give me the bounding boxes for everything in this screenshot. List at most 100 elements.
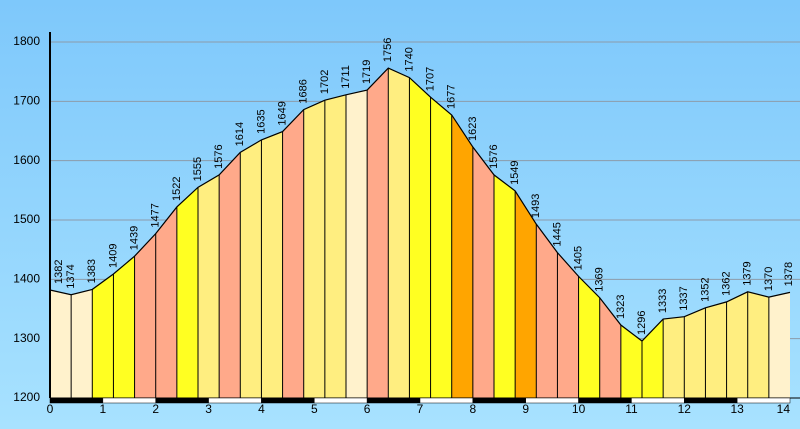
x-tick-label: 0 bbox=[47, 402, 54, 416]
x-tick-label: 8 bbox=[470, 402, 477, 416]
elevation-label: 1362 bbox=[720, 271, 732, 295]
x-tick-label: 10 bbox=[572, 402, 586, 416]
elevation-label: 1702 bbox=[319, 70, 331, 94]
y-axis-ticks: 1200 1300 1400 1500 1600 1700 1800 bbox=[13, 34, 40, 404]
elevation-label: 1445 bbox=[551, 222, 563, 246]
y-tick-label: 1500 bbox=[13, 212, 40, 226]
profile-segment bbox=[642, 319, 664, 398]
profile-segment bbox=[176, 187, 198, 398]
scale-bar-segment bbox=[208, 397, 262, 404]
x-tick-label: 11 bbox=[625, 402, 638, 416]
y-tick-label: 1200 bbox=[13, 390, 40, 404]
profile-segment bbox=[261, 131, 283, 399]
profile-segment bbox=[134, 233, 156, 398]
y-tick-label: 1600 bbox=[13, 153, 40, 167]
y-tick-label: 1700 bbox=[13, 94, 40, 108]
distance-scale-bar bbox=[49, 397, 791, 404]
y-tick-label: 1300 bbox=[13, 331, 40, 345]
profile-segment bbox=[198, 174, 220, 398]
profile-segment bbox=[430, 97, 452, 399]
elevation-label: 1383 bbox=[86, 259, 98, 283]
profile-segment bbox=[578, 276, 600, 398]
profile-segment bbox=[71, 289, 93, 398]
elevation-label: 1323 bbox=[615, 295, 627, 319]
elevation-label: 1378 bbox=[783, 262, 795, 286]
profile-outline bbox=[49, 67, 791, 342]
profile-segment bbox=[705, 301, 727, 398]
scale-bar-segment bbox=[736, 397, 791, 404]
elevation-label: 1370 bbox=[763, 267, 775, 291]
profile-segment bbox=[557, 252, 579, 398]
scale-bar-segment bbox=[631, 397, 685, 404]
x-tick-label: 3 bbox=[205, 402, 212, 416]
x-tick-label: 7 bbox=[417, 402, 424, 416]
profile-segment bbox=[536, 224, 558, 398]
profile-segment bbox=[663, 316, 685, 398]
scale-bar-segment bbox=[525, 397, 579, 404]
profile-segment bbox=[219, 152, 241, 398]
scale-bar-segment bbox=[578, 397, 632, 404]
y-tick-label: 1400 bbox=[13, 272, 40, 286]
elevation-label: 1635 bbox=[255, 109, 267, 133]
elevation-label: 1576 bbox=[488, 144, 500, 168]
elevation-label: 1405 bbox=[572, 246, 584, 270]
elevation-label: 1686 bbox=[298, 79, 310, 103]
elevation-label: 1477 bbox=[150, 203, 162, 227]
scale-bar-segment bbox=[366, 397, 421, 404]
elevation-label: 1711 bbox=[340, 65, 352, 89]
elevation-label: 1409 bbox=[107, 244, 119, 268]
elevation-label: 1719 bbox=[361, 60, 373, 84]
scale-bar-segment bbox=[472, 397, 526, 404]
profile-segment bbox=[155, 206, 177, 398]
profile-segment bbox=[50, 290, 72, 398]
profile-segments bbox=[50, 68, 790, 399]
profile-segment bbox=[346, 90, 368, 398]
profile-segment bbox=[620, 325, 642, 398]
x-tick-label: 4 bbox=[258, 402, 265, 416]
profile-line bbox=[49, 67, 791, 342]
elevation-label: 1677 bbox=[446, 84, 458, 108]
scale-bar-segment bbox=[49, 397, 104, 404]
elevation-label: 1382 bbox=[53, 260, 65, 284]
profile-segment bbox=[599, 297, 621, 398]
elevation-label: 1649 bbox=[276, 101, 288, 125]
profile-segment bbox=[282, 109, 304, 398]
profile-segment bbox=[240, 139, 262, 398]
scale-bar-segment bbox=[261, 397, 315, 404]
profile-segment bbox=[303, 100, 325, 398]
profile-segment bbox=[768, 292, 790, 398]
x-tick-label: 1 bbox=[100, 402, 107, 416]
x-tick-label: 13 bbox=[730, 402, 744, 416]
profile-segment bbox=[726, 291, 748, 398]
profile-segment bbox=[113, 256, 135, 398]
elevation-label: 1614 bbox=[234, 122, 246, 146]
profile-segment bbox=[388, 68, 410, 399]
elevation-label: 1623 bbox=[467, 117, 479, 141]
elevation-label: 1333 bbox=[657, 289, 669, 313]
elevation-label: 1296 bbox=[636, 311, 648, 335]
elevation-label: 1352 bbox=[699, 277, 711, 301]
scale-bar-segment bbox=[314, 397, 368, 404]
elevation-label: 1493 bbox=[530, 194, 542, 218]
profile-segment bbox=[494, 174, 516, 398]
profile-segment bbox=[92, 273, 114, 398]
elevation-label: 1549 bbox=[509, 160, 521, 184]
x-axis-ticks: 0 1 2 3 4 5 6 7 8 9 10 11 12 13 14 bbox=[47, 402, 791, 416]
profile-segment bbox=[472, 147, 494, 398]
elevation-label: 1337 bbox=[678, 286, 690, 310]
elevation-label: 1439 bbox=[128, 226, 140, 250]
elevation-label: 1576 bbox=[213, 144, 225, 168]
profile-segment bbox=[515, 190, 537, 398]
elevation-label: 1374 bbox=[65, 264, 77, 288]
profile-segment bbox=[451, 114, 473, 398]
elevation-label: 1740 bbox=[403, 47, 415, 71]
x-tick-label: 5 bbox=[311, 402, 318, 416]
x-tick-label: 9 bbox=[522, 402, 529, 416]
x-tick-label: 14 bbox=[777, 402, 791, 416]
scale-bar-segment bbox=[684, 397, 738, 404]
profile-segment bbox=[409, 77, 431, 398]
elevation-label: 1522 bbox=[171, 176, 183, 200]
scale-bar-segment bbox=[102, 397, 156, 404]
elevation-label: 1555 bbox=[192, 157, 204, 181]
